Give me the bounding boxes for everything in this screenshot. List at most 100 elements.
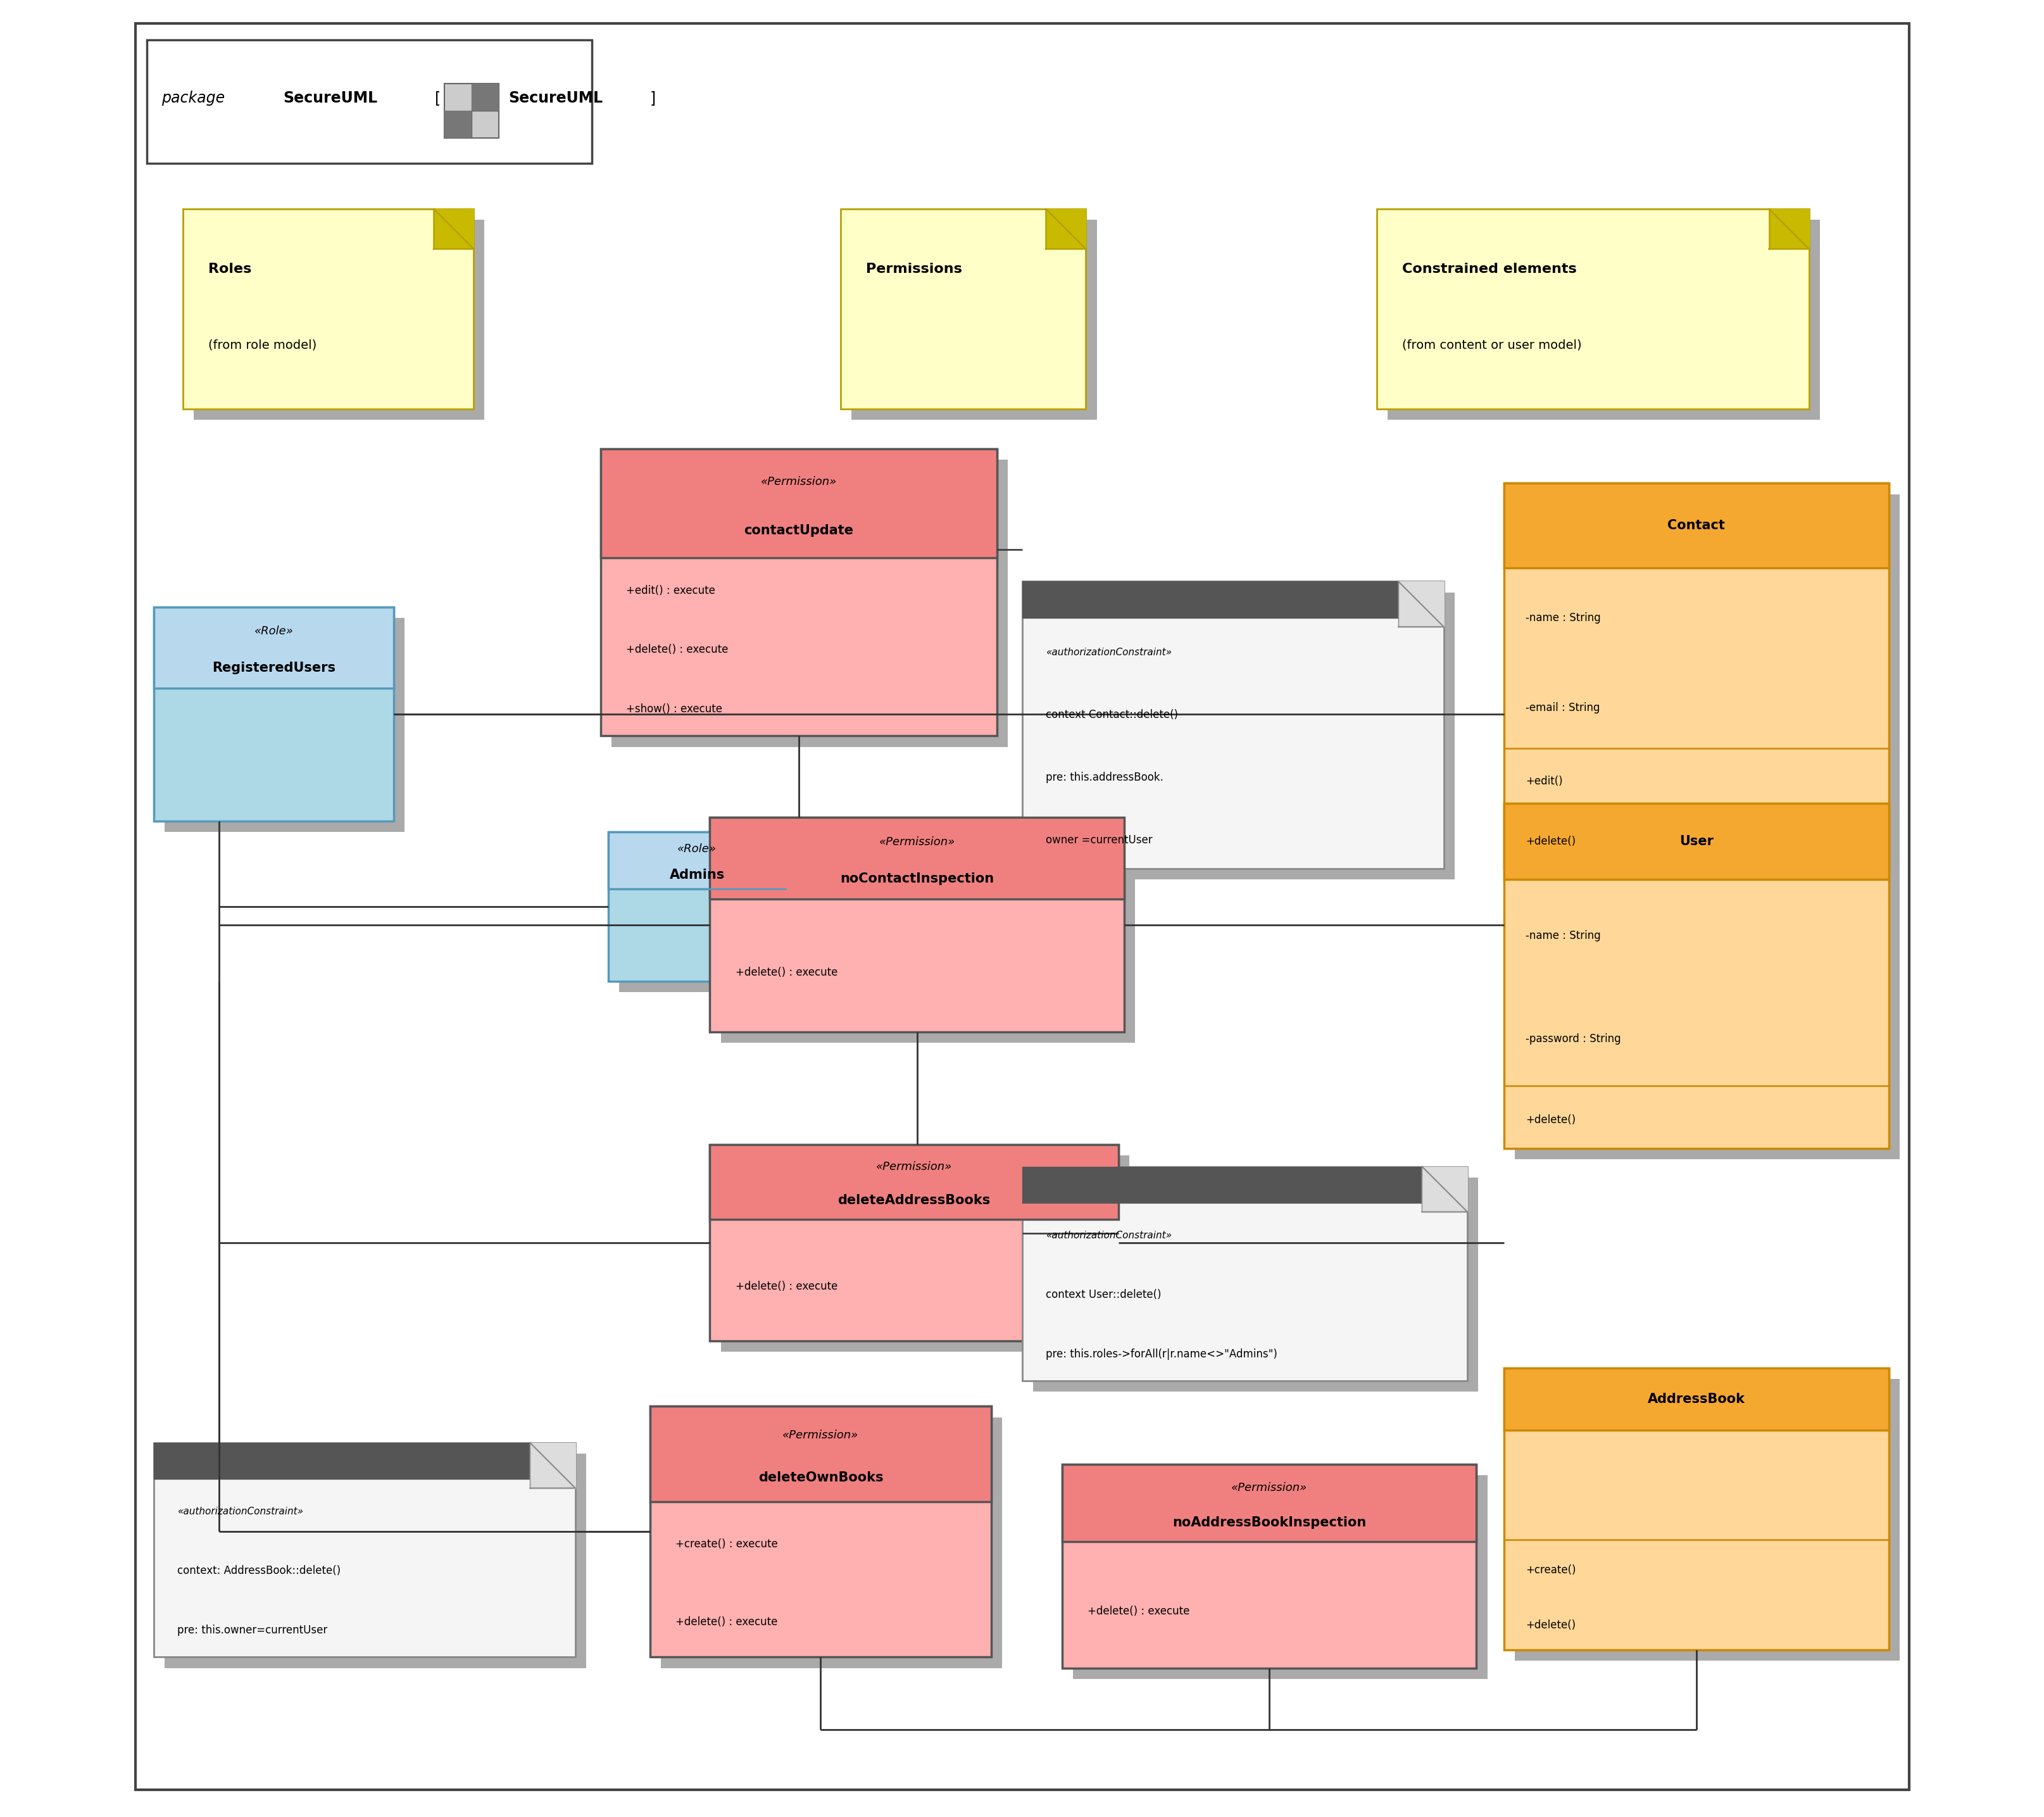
Text: [: [: [435, 91, 442, 105]
FancyBboxPatch shape: [1515, 494, 1899, 879]
Text: context User::delete(): context User::delete(): [1047, 1288, 1161, 1301]
FancyBboxPatch shape: [619, 843, 797, 992]
Text: (from content or user model): (from content or user model): [1402, 338, 1582, 351]
Text: -email : String: -email : String: [1525, 701, 1600, 714]
FancyBboxPatch shape: [194, 220, 484, 420]
Text: +delete() : execute: +delete() : execute: [736, 967, 838, 978]
FancyBboxPatch shape: [601, 449, 997, 736]
Polygon shape: [1047, 209, 1085, 249]
Text: +edit() : execute: +edit() : execute: [625, 585, 715, 596]
Text: «Role»: «Role»: [253, 625, 292, 638]
FancyBboxPatch shape: [444, 84, 499, 138]
Text: SecureUML: SecureUML: [282, 91, 378, 105]
FancyBboxPatch shape: [1022, 1167, 1468, 1381]
FancyBboxPatch shape: [1502, 1368, 1889, 1430]
Text: -name : String: -name : String: [1525, 612, 1600, 623]
Text: pre: this.addressBook.: pre: this.addressBook.: [1047, 772, 1163, 783]
Text: deleteOwnBooks: deleteOwnBooks: [758, 1472, 883, 1484]
Text: AddressBook: AddressBook: [1647, 1394, 1744, 1406]
Text: +edit(): +edit(): [1525, 776, 1562, 787]
FancyBboxPatch shape: [650, 1406, 991, 1657]
FancyBboxPatch shape: [153, 1443, 574, 1479]
Text: ]: ]: [650, 91, 656, 105]
Text: package: package: [161, 91, 225, 105]
FancyBboxPatch shape: [650, 1406, 991, 1501]
FancyBboxPatch shape: [850, 220, 1096, 420]
Text: «Permission»: «Permission»: [760, 476, 836, 487]
Text: context: AddressBook::delete(): context: AddressBook::delete(): [178, 1564, 341, 1577]
FancyBboxPatch shape: [153, 607, 394, 821]
FancyBboxPatch shape: [1063, 1465, 1476, 1668]
Text: +delete() : execute: +delete() : execute: [625, 645, 728, 656]
FancyBboxPatch shape: [1502, 803, 1889, 879]
Polygon shape: [433, 209, 474, 249]
Text: -name : String: -name : String: [1525, 930, 1600, 941]
FancyBboxPatch shape: [1515, 814, 1899, 1159]
Text: owner =currentUser: owner =currentUser: [1047, 834, 1153, 847]
FancyBboxPatch shape: [472, 84, 499, 111]
FancyBboxPatch shape: [153, 607, 394, 689]
FancyBboxPatch shape: [1022, 1167, 1468, 1203]
Polygon shape: [1398, 581, 1443, 627]
FancyBboxPatch shape: [1502, 803, 1889, 1148]
Text: «Role»: «Role»: [677, 843, 717, 854]
FancyBboxPatch shape: [1515, 1379, 1899, 1661]
Text: «Permission»: «Permission»: [1230, 1483, 1306, 1494]
Text: +delete(): +delete(): [1525, 836, 1576, 847]
Text: pre: this.roles->forAll(r|r.name<>"Admins"): pre: this.roles->forAll(r|r.name<>"Admin…: [1047, 1348, 1278, 1359]
Text: +create() : execute: +create() : execute: [675, 1539, 777, 1550]
FancyBboxPatch shape: [660, 1417, 1002, 1668]
Text: +delete() : execute: +delete() : execute: [1087, 1606, 1190, 1617]
FancyBboxPatch shape: [611, 460, 1008, 747]
FancyBboxPatch shape: [1063, 1465, 1476, 1543]
FancyBboxPatch shape: [709, 818, 1124, 1032]
Text: context Contact::delete(): context Contact::delete(): [1047, 709, 1177, 721]
FancyBboxPatch shape: [709, 1145, 1118, 1341]
FancyBboxPatch shape: [1073, 1475, 1486, 1679]
FancyBboxPatch shape: [601, 449, 997, 558]
FancyBboxPatch shape: [1022, 581, 1443, 869]
Text: +delete() : execute: +delete() : execute: [736, 1281, 838, 1292]
Text: noContactInspection: noContactInspection: [840, 872, 993, 885]
FancyBboxPatch shape: [1032, 592, 1453, 879]
FancyBboxPatch shape: [1502, 1368, 1889, 1650]
FancyBboxPatch shape: [444, 111, 472, 138]
FancyBboxPatch shape: [722, 1156, 1128, 1352]
Text: RegisteredUsers: RegisteredUsers: [213, 661, 335, 674]
Text: noAddressBookInspection: noAddressBookInspection: [1171, 1515, 1365, 1528]
FancyBboxPatch shape: [166, 1454, 587, 1668]
FancyBboxPatch shape: [1032, 1177, 1478, 1392]
Text: +delete(): +delete(): [1525, 1619, 1576, 1632]
FancyBboxPatch shape: [1502, 483, 1889, 869]
Text: (from role model): (from role model): [208, 338, 317, 351]
FancyBboxPatch shape: [709, 818, 1124, 899]
Text: contactUpdate: contactUpdate: [744, 525, 852, 538]
FancyBboxPatch shape: [607, 832, 785, 889]
FancyBboxPatch shape: [182, 209, 474, 409]
FancyBboxPatch shape: [147, 40, 591, 164]
Text: Constrained elements: Constrained elements: [1402, 263, 1576, 274]
FancyBboxPatch shape: [1502, 483, 1889, 569]
FancyBboxPatch shape: [153, 1443, 574, 1657]
Text: SecureUML: SecureUML: [509, 91, 603, 105]
Text: Admins: Admins: [668, 869, 724, 881]
Text: +create(): +create(): [1525, 1564, 1576, 1575]
Polygon shape: [1768, 209, 1809, 249]
FancyBboxPatch shape: [722, 829, 1134, 1043]
Text: «Permission»: «Permission»: [879, 836, 955, 849]
Polygon shape: [1421, 1167, 1468, 1212]
Text: «authorizationConstraint»: «authorizationConstraint»: [1047, 1230, 1171, 1241]
Text: «Permission»: «Permission»: [783, 1430, 858, 1441]
Text: Contact: Contact: [1668, 520, 1725, 532]
Text: +delete() : execute: +delete() : execute: [675, 1617, 777, 1628]
Polygon shape: [529, 1443, 574, 1488]
FancyBboxPatch shape: [840, 209, 1085, 409]
Text: «Permission»: «Permission»: [877, 1161, 953, 1172]
FancyBboxPatch shape: [166, 618, 405, 832]
Text: +show() : execute: +show() : execute: [625, 703, 722, 714]
Text: Permissions: Permissions: [867, 263, 963, 274]
Text: Roles: Roles: [208, 263, 251, 274]
Text: pre: this.owner=currentUser: pre: this.owner=currentUser: [178, 1624, 327, 1635]
Text: «authorizationConstraint»: «authorizationConstraint»: [178, 1506, 303, 1517]
Text: deleteAddressBooks: deleteAddressBooks: [838, 1194, 989, 1206]
